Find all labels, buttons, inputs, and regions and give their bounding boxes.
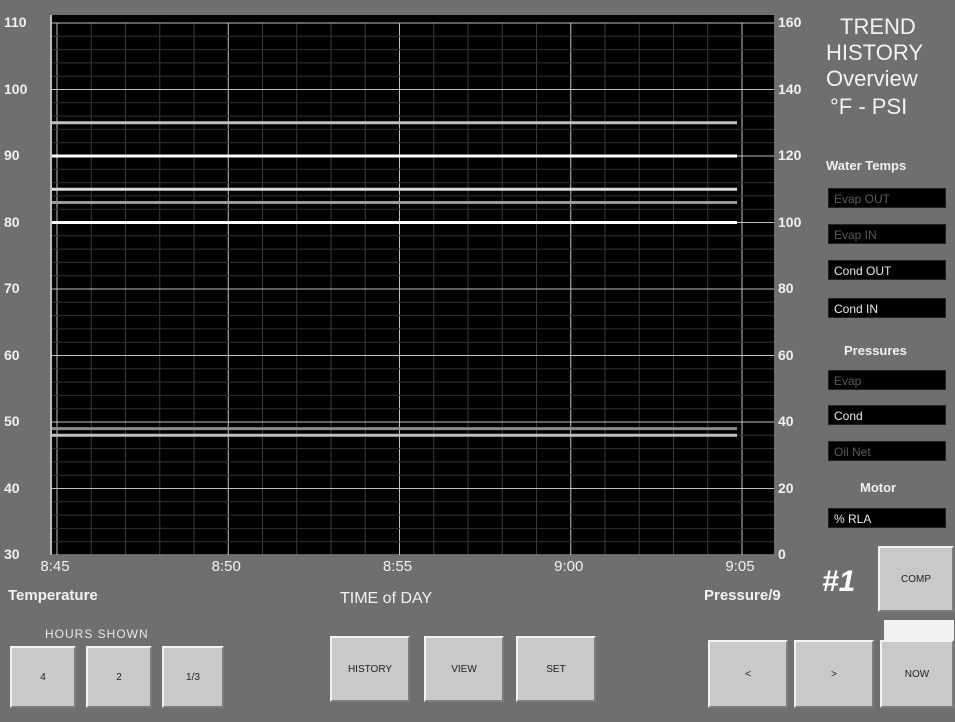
x-tick-label: 8:45 [40, 558, 70, 575]
panel-title-line-4: °F - PSI [830, 94, 908, 119]
y-left-label: Temperature [8, 587, 98, 604]
y-left-tick-label: 100 [4, 80, 28, 97]
trend-plot [52, 22, 774, 555]
y-right-tick-label: 160 [778, 14, 802, 30]
y-right-tick-label: 100 [778, 213, 802, 230]
comp-button[interactable]: COMP [878, 546, 954, 612]
pressures-heading: Pressures [844, 343, 907, 358]
hours-third-button[interactable]: 1/3 [162, 646, 224, 708]
y-right-label: Pressure/9 [704, 587, 781, 604]
legend-cond-out[interactable]: Cond OUT [828, 260, 946, 280]
legend-evap-in[interactable]: Evap IN [828, 224, 946, 244]
y-left-tick-label: 90 [4, 147, 20, 163]
panel-title-line-1: TREND [840, 14, 916, 39]
y-right-tick-label: 80 [778, 280, 794, 296]
status-indicator [884, 620, 954, 640]
hours-2-button[interactable]: 2 [86, 646, 152, 708]
x-tick-label: 9:05 [725, 558, 755, 575]
trend-chart [50, 15, 774, 555]
water-temps-heading: Water Temps [826, 158, 907, 173]
y-left-tick-label: 70 [4, 280, 20, 296]
y-right-tick-label: 60 [778, 346, 794, 363]
x-tick-label: 8:50 [211, 558, 241, 575]
x-axis-label: TIME of DAY [340, 590, 433, 607]
next-button[interactable]: > [794, 640, 874, 708]
legend-oil-net[interactable]: Oil Net [828, 441, 946, 461]
y-right-tick-label: 140 [778, 80, 802, 97]
x-tick-label: 9:00 [554, 558, 584, 575]
legend-evap-pressure[interactable]: Evap [828, 370, 946, 390]
hours-shown-label: HOURS SHOWN [45, 627, 149, 641]
legend-evap-out[interactable]: Evap OUT [828, 188, 946, 208]
unit-number: #1 [822, 565, 856, 598]
y-left-tick-label: 40 [4, 479, 20, 496]
x-tick-label: 8:55 [382, 558, 413, 575]
prev-button[interactable]: < [708, 640, 788, 708]
y-right-tick-label: 0 [778, 546, 786, 562]
set-button[interactable]: SET [516, 636, 596, 702]
now-button[interactable]: NOW [880, 640, 954, 708]
view-button[interactable]: VIEW [424, 636, 504, 702]
hours-4-button[interactable]: 4 [10, 646, 76, 708]
legend-rla[interactable]: % RLA [828, 508, 946, 528]
y-left-tick-label: 80 [4, 213, 20, 230]
history-button[interactable]: HISTORY [330, 636, 410, 702]
side-panel: TREND HISTORY Overview °F - PSI Water Te… [820, 0, 955, 600]
panel-title-line-3: Overview [826, 66, 918, 91]
legend-cond-pressure[interactable]: Cond [828, 405, 946, 425]
y-left-tick-label: 60 [4, 346, 20, 363]
panel-title-line-2: HISTORY [826, 40, 923, 65]
legend-cond-in[interactable]: Cond IN [828, 298, 946, 318]
y-left-tick-label: 30 [4, 546, 20, 562]
y-right-tick-label: 120 [778, 147, 802, 163]
motor-heading: Motor [860, 480, 897, 495]
y-left-tick-label: 110 [4, 14, 27, 30]
y-left-tick-label: 50 [4, 413, 20, 429]
y-right-tick-label: 40 [778, 413, 794, 429]
y-right-tick-label: 20 [778, 479, 794, 496]
